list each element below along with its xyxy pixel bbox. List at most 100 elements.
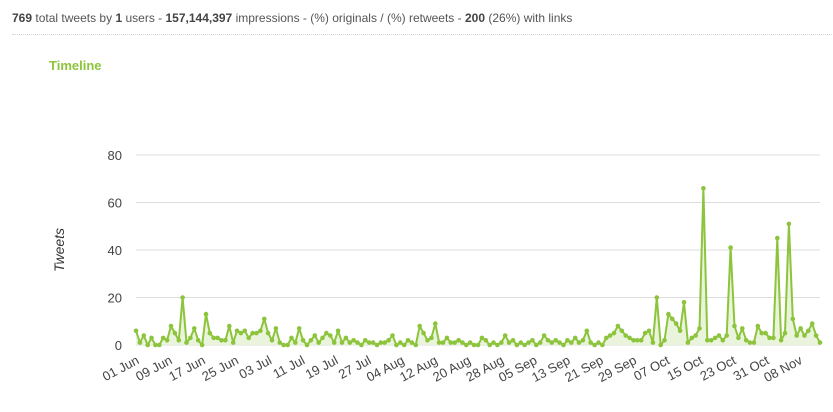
data-point <box>537 340 543 345</box>
data-point <box>736 335 741 341</box>
data-point <box>611 330 617 336</box>
data-point <box>246 335 251 341</box>
data-point <box>160 335 166 341</box>
data-point <box>339 340 345 345</box>
data-point <box>312 333 318 338</box>
data-point <box>747 340 753 345</box>
data-point <box>782 330 788 336</box>
data-point <box>433 321 438 326</box>
data-point <box>211 335 216 341</box>
data-point <box>199 342 205 348</box>
timeline-heading: Timeline <box>49 58 102 73</box>
data-point <box>320 335 325 341</box>
data-point <box>265 330 271 336</box>
data-point <box>386 338 391 343</box>
y-tick-label: 80 <box>108 148 122 163</box>
links-count: 200 <box>464 11 486 25</box>
data-point <box>572 335 578 341</box>
data-point <box>712 335 718 341</box>
data-point <box>790 316 796 322</box>
data-point <box>732 323 737 329</box>
data-point <box>751 340 757 345</box>
data-point <box>296 326 302 331</box>
x-tick-label: 25 Jun <box>199 352 241 384</box>
x-tick-label: 11 Jul <box>270 352 307 381</box>
data-point <box>308 338 314 343</box>
data-point <box>654 295 660 300</box>
data-point <box>646 328 652 334</box>
data-point <box>285 342 290 348</box>
data-point <box>133 328 139 334</box>
data-point <box>658 342 663 348</box>
data-point <box>335 328 341 334</box>
data-point <box>452 340 458 345</box>
data-point <box>650 340 656 345</box>
data-point <box>530 338 535 343</box>
data-point <box>436 340 442 345</box>
data-point <box>304 342 310 348</box>
summary-divider <box>12 34 832 35</box>
data-point <box>444 335 450 341</box>
summary-line: 769 total tweets by 1 users - 157,144,39… <box>12 11 832 25</box>
data-point <box>794 333 799 338</box>
data-point <box>409 340 415 345</box>
data-point <box>363 338 368 343</box>
total-tweets-count: 769 <box>12 11 33 25</box>
data-point <box>238 330 244 336</box>
data-point <box>670 316 675 322</box>
data-point <box>394 342 399 348</box>
data-point <box>553 338 558 343</box>
data-point <box>464 342 469 348</box>
data-point <box>250 330 255 336</box>
data-point <box>495 342 500 348</box>
data-point <box>565 338 570 343</box>
data-point <box>743 338 749 343</box>
data-point <box>460 340 465 345</box>
data-point <box>184 340 189 345</box>
data-point <box>219 338 224 343</box>
impressions-label: impressions - (%) originals / (%) retwee… <box>235 11 462 25</box>
data-point <box>720 338 726 343</box>
data-point <box>475 342 481 348</box>
x-tick-label: 17 Jun <box>166 352 208 384</box>
data-point <box>813 333 819 338</box>
data-point <box>619 328 625 334</box>
links-label: (26%) with links <box>488 11 573 25</box>
data-point <box>666 311 671 317</box>
data-point <box>467 340 473 345</box>
total-tweets-label: total tweets by <box>35 11 113 25</box>
data-point <box>689 335 695 341</box>
data-point <box>681 300 687 305</box>
data-point <box>273 326 279 331</box>
data-point <box>677 328 683 334</box>
data-point <box>471 342 477 348</box>
data-point <box>771 335 776 341</box>
data-point <box>627 335 632 341</box>
data-point <box>487 342 493 348</box>
data-point <box>355 340 360 345</box>
data-point <box>693 333 698 338</box>
data-point <box>557 340 562 345</box>
x-tick-label: 23 Oct <box>697 352 738 383</box>
data-point <box>526 340 531 345</box>
data-point <box>398 340 403 345</box>
data-point <box>351 338 356 343</box>
data-point <box>759 330 764 336</box>
x-tick-label: 19 Jul <box>303 352 341 382</box>
data-point <box>176 338 182 343</box>
x-tick-label: 09 Jun <box>133 352 175 384</box>
data-point <box>802 333 807 338</box>
x-tick-label: 07 Oct <box>631 352 672 383</box>
data-point <box>775 235 780 241</box>
data-point <box>740 326 745 331</box>
grid-lines <box>136 154 820 346</box>
data-point <box>561 342 566 348</box>
x-tick-label: 03 Jul <box>236 352 274 382</box>
data-point <box>499 340 504 345</box>
data-point <box>448 340 454 345</box>
data-point <box>413 342 419 348</box>
y-tick-label: 0 <box>115 338 122 353</box>
data-point <box>642 330 648 336</box>
data-point <box>168 323 174 329</box>
